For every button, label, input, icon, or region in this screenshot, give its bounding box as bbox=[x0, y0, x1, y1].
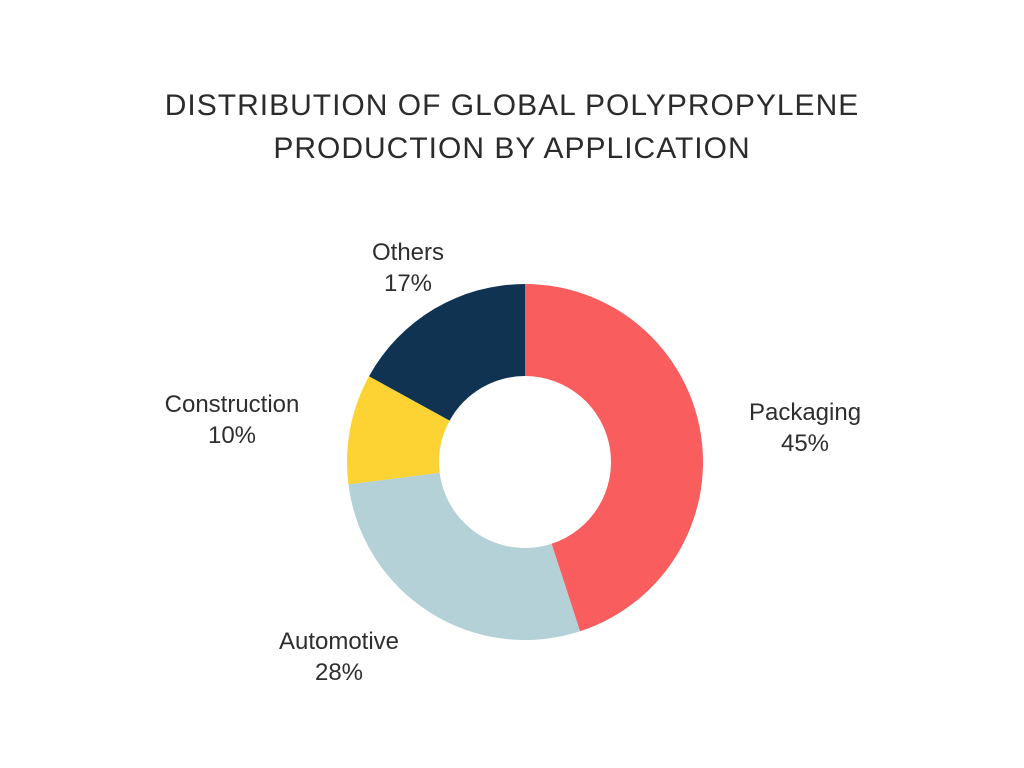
chart-title: DISTRIBUTION OF GLOBAL POLYPROPYLENE PRO… bbox=[0, 84, 1024, 170]
chart-title-line1: DISTRIBUTION OF GLOBAL POLYPROPYLENE bbox=[164, 89, 860, 122]
chart-title-line2: PRODUCTION BY APPLICATION bbox=[273, 132, 751, 165]
slice-label-value: 10% bbox=[207, 422, 257, 449]
slice-label-construction: Construction 10% bbox=[165, 389, 300, 451]
slice-label-value: 45% bbox=[780, 430, 830, 457]
slice-label-others: Others 17% bbox=[372, 237, 444, 299]
slice-label-name: Automotive bbox=[278, 628, 400, 655]
slice-label-automotive: Automotive 28% bbox=[279, 626, 399, 688]
donut-chart bbox=[345, 282, 705, 642]
slice-label-packaging: Packaging 45% bbox=[749, 397, 861, 459]
slice-label-name: Packaging bbox=[748, 399, 862, 426]
donut-slice-others bbox=[369, 284, 525, 421]
donut-slice-packaging bbox=[525, 284, 704, 632]
slice-label-name: Construction bbox=[164, 391, 300, 418]
donut-slice-automotive bbox=[348, 472, 581, 641]
slice-label-name: Others bbox=[371, 239, 445, 266]
slice-label-value: 28% bbox=[314, 659, 364, 686]
donut-svg bbox=[346, 284, 704, 641]
donut-slice-construction bbox=[346, 376, 450, 485]
slice-label-value: 17% bbox=[383, 270, 433, 297]
